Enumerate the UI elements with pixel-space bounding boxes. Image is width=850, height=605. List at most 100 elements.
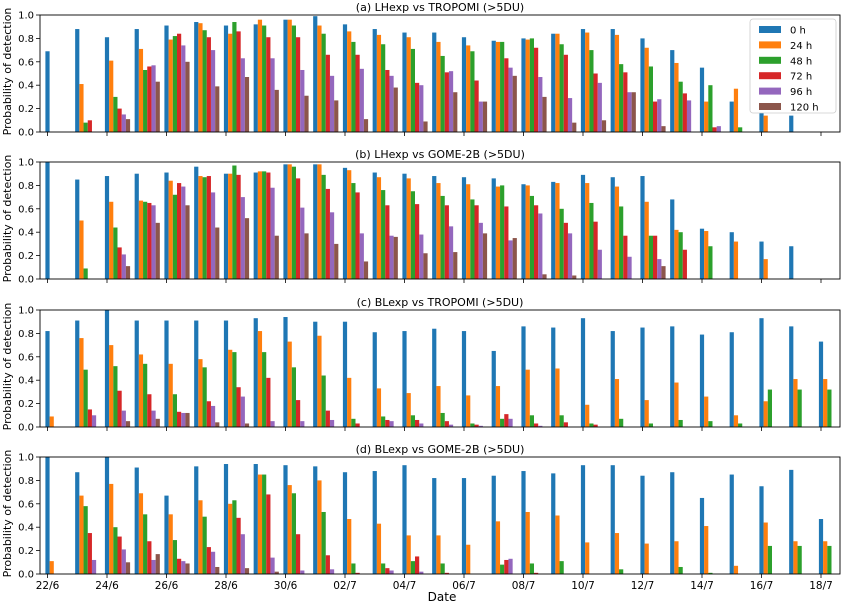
legend: 0 h 24 h 48 h 72 h 96 h 120 h (749, 18, 837, 114)
bar (512, 75, 517, 132)
bar (296, 534, 301, 574)
bar (585, 404, 590, 427)
bar (466, 544, 471, 574)
bar (619, 206, 624, 279)
plot-frame (39, 309, 841, 428)
bar (342, 321, 348, 427)
bar (589, 423, 594, 427)
bar (555, 33, 560, 132)
bar (419, 571, 424, 574)
bar (640, 176, 645, 279)
bar (491, 350, 496, 427)
bar (500, 418, 505, 427)
bar (342, 24, 348, 132)
bar (444, 72, 449, 132)
y-axis-label: Probability of detection (1, 450, 14, 578)
y-tick-label: 0.4 (18, 523, 34, 534)
bar (738, 127, 743, 132)
bar (670, 326, 675, 427)
bar (334, 100, 339, 132)
bar (351, 183, 356, 279)
bar (291, 25, 296, 133)
bar (410, 191, 415, 279)
bar (206, 547, 211, 574)
bar (104, 176, 110, 279)
bar (240, 58, 245, 132)
x-tick-label: 02/7 (333, 580, 357, 592)
bar (619, 64, 624, 132)
bar (283, 164, 288, 279)
bar (372, 471, 377, 574)
bar (113, 96, 118, 132)
bar (580, 465, 586, 574)
bar (376, 523, 382, 574)
bar (228, 33, 233, 132)
bar (644, 47, 649, 133)
bar (470, 51, 475, 132)
bar (827, 545, 832, 574)
bar (317, 480, 322, 574)
bar (470, 199, 475, 279)
bar (274, 571, 279, 574)
bar (266, 377, 271, 427)
bar (321, 33, 326, 132)
y-axis-label: Probability of detection (1, 8, 14, 136)
bar (704, 231, 709, 279)
plot-frame (39, 14, 841, 133)
bar (236, 31, 241, 133)
bar (83, 369, 88, 427)
bar (448, 226, 454, 279)
bar (334, 243, 339, 279)
bar (512, 238, 517, 279)
bar (75, 29, 80, 132)
bar (474, 424, 479, 427)
y-axis-label: Probability of detection (1, 155, 14, 283)
y-tick-label: 1.0 (18, 158, 34, 169)
x-tick-label: 14/7 (690, 580, 714, 592)
bar (389, 235, 394, 279)
bar (215, 422, 220, 427)
bar (147, 394, 152, 427)
bar (143, 69, 148, 132)
y-tick-label: 0.2 (18, 399, 34, 410)
bar (674, 541, 679, 574)
bar (172, 394, 177, 427)
bar (767, 545, 772, 574)
y-tick-label: 0.8 (18, 181, 34, 192)
bar (470, 423, 475, 427)
bar (296, 400, 301, 427)
bar (372, 172, 377, 279)
bar (185, 61, 190, 132)
bar (300, 69, 305, 132)
bar (313, 321, 318, 427)
bar (389, 75, 394, 132)
bar (270, 557, 275, 574)
y-tick-label: 0.8 (18, 329, 34, 340)
bar (491, 40, 496, 132)
bar (657, 259, 662, 279)
bar (49, 561, 54, 574)
bar (402, 465, 407, 574)
bar (185, 563, 190, 574)
panel-title: (c) BLexp vs TROPOMI (>5DU) (357, 296, 524, 309)
bar (614, 533, 620, 574)
bar (559, 415, 564, 427)
bar (415, 82, 420, 132)
bar (385, 205, 390, 279)
bar (623, 235, 628, 279)
bar (121, 254, 126, 279)
bar (461, 177, 467, 279)
y-tick-label: 0.6 (18, 499, 34, 510)
bar (508, 558, 513, 574)
bar (151, 410, 156, 427)
bar (419, 85, 424, 132)
bar (627, 256, 632, 279)
bar (704, 101, 709, 132)
bar (109, 483, 114, 574)
bar (597, 249, 602, 279)
bar (708, 572, 713, 574)
bar (283, 19, 288, 132)
bar (181, 412, 186, 427)
bar (763, 115, 768, 132)
bar (410, 561, 415, 574)
